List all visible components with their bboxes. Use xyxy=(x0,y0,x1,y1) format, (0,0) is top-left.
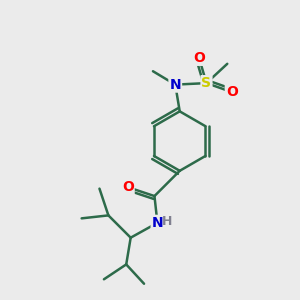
Text: O: O xyxy=(226,85,238,99)
Text: S: S xyxy=(202,76,212,90)
Text: N: N xyxy=(152,216,163,230)
Text: H: H xyxy=(162,215,172,228)
Text: O: O xyxy=(122,180,134,194)
Text: N: N xyxy=(169,78,181,92)
Text: O: O xyxy=(193,51,205,65)
